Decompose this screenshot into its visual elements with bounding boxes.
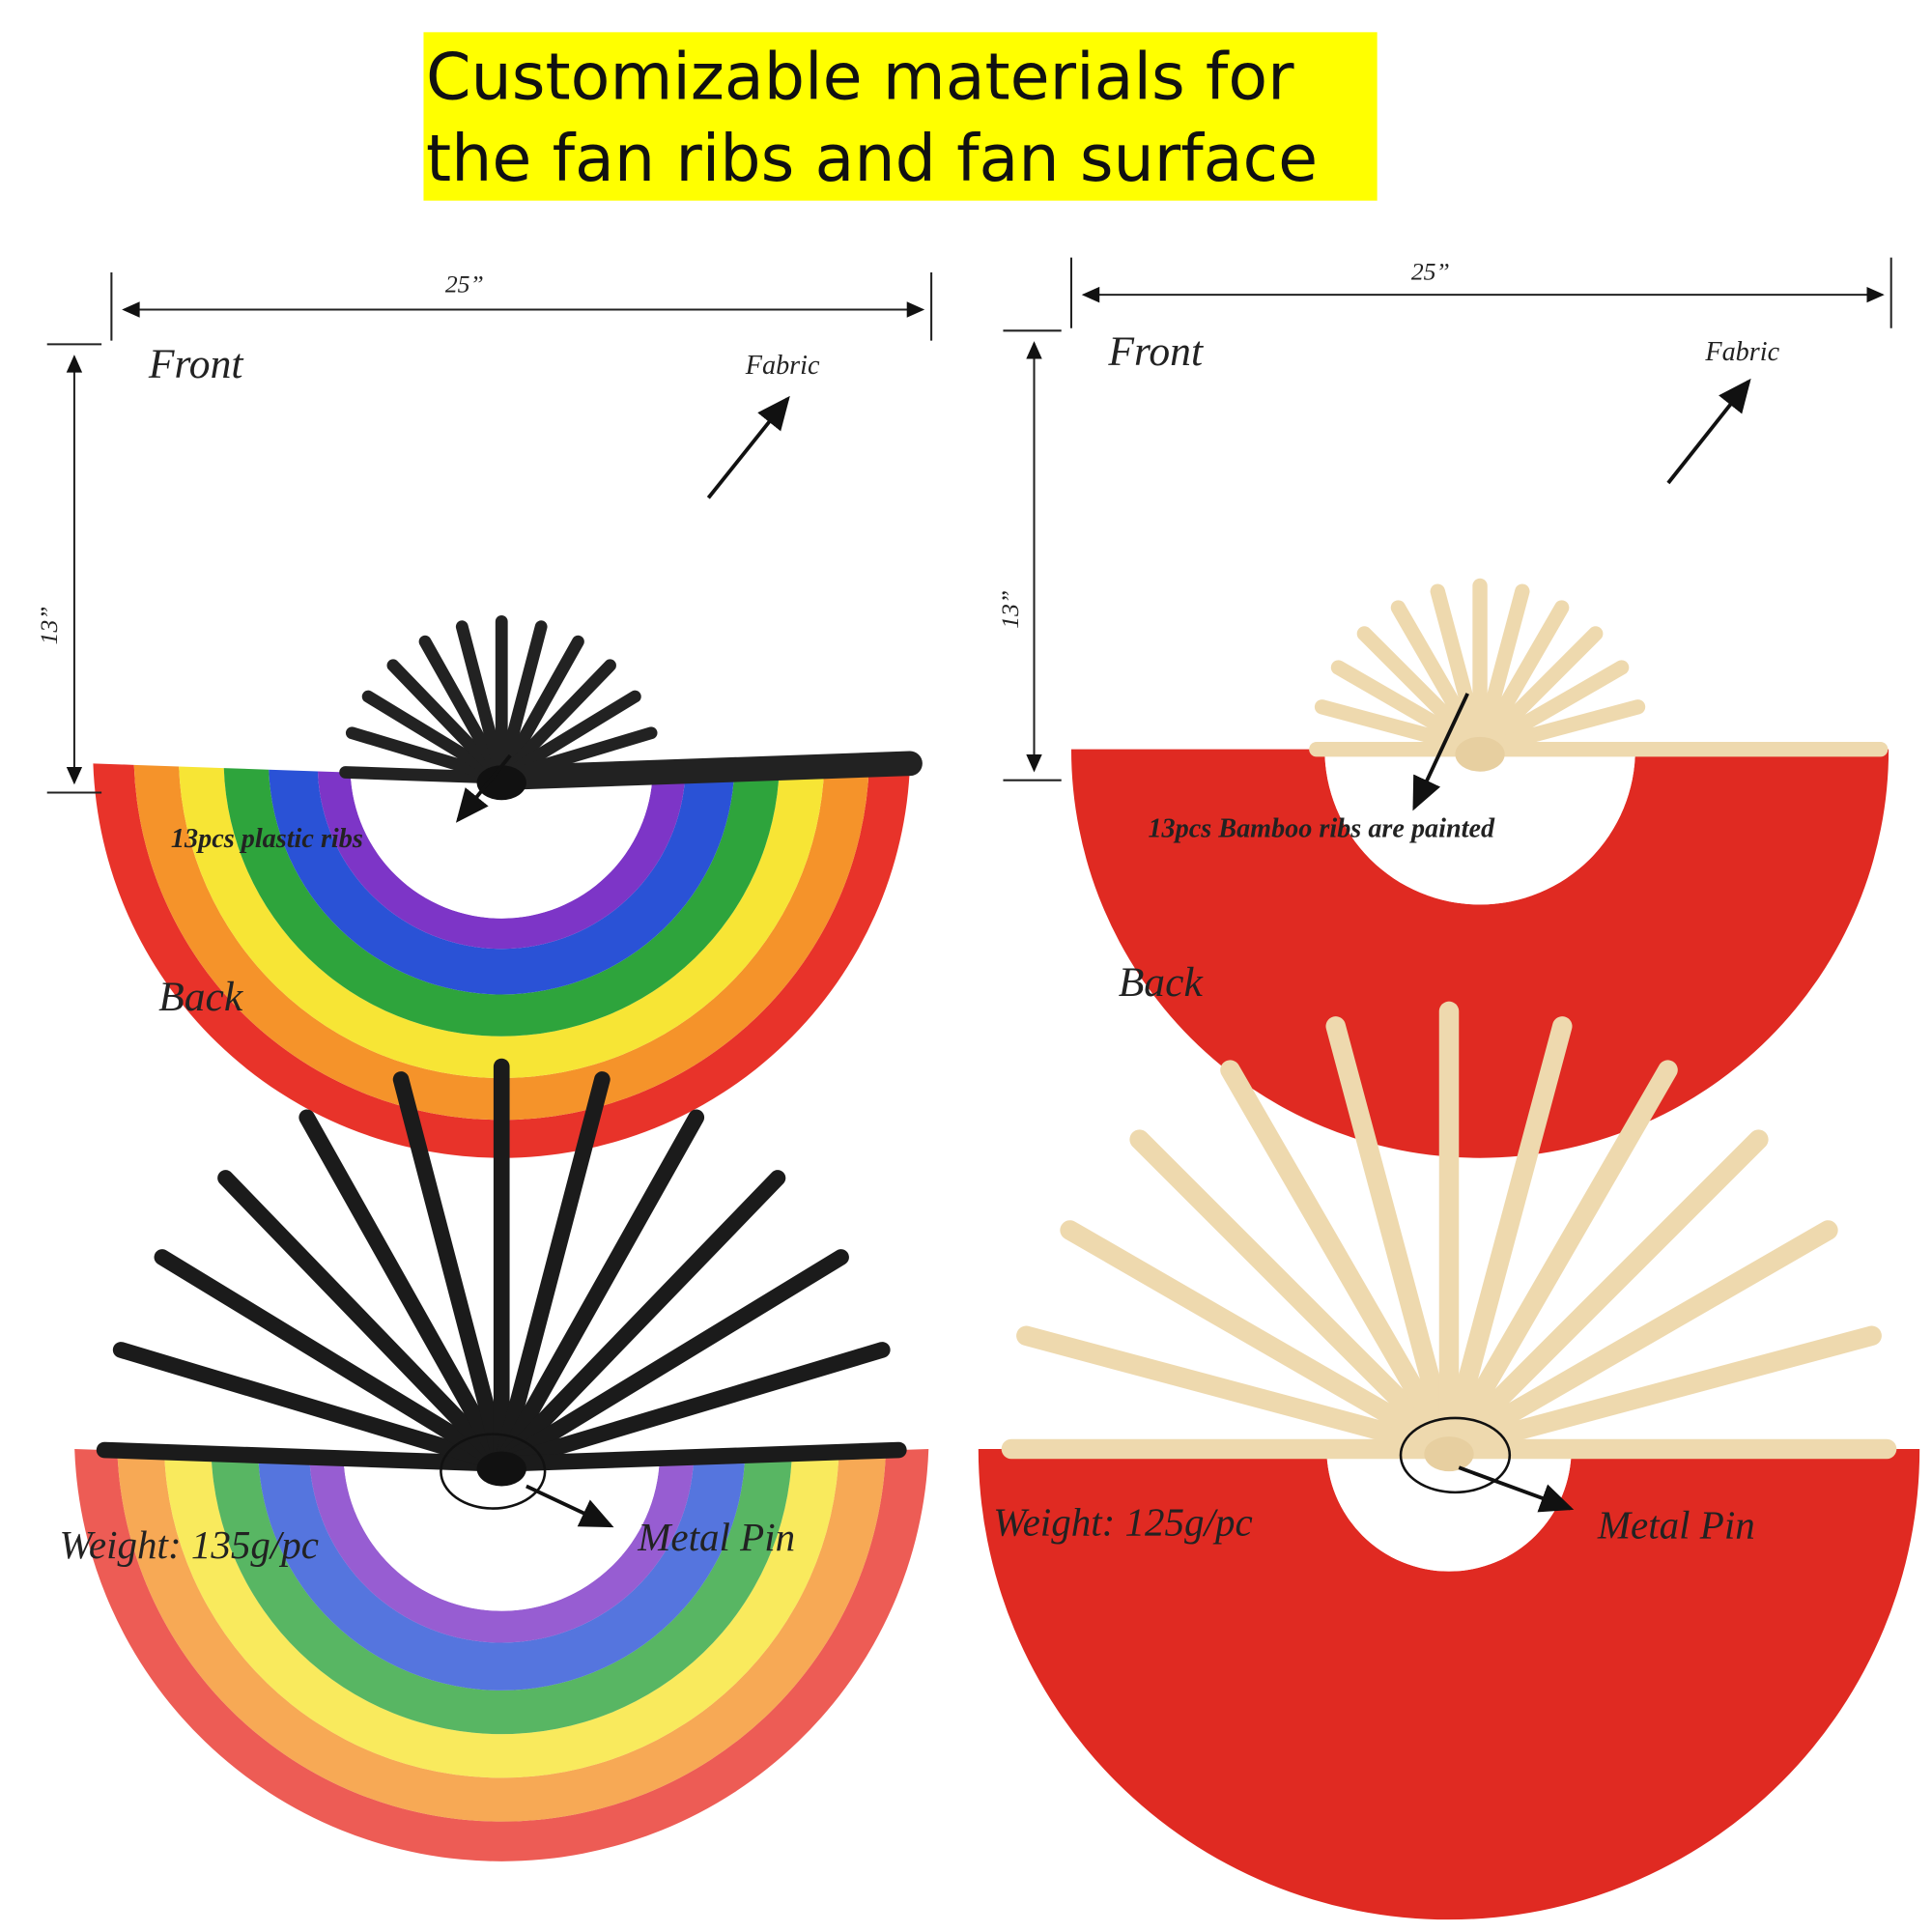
- fan-rib: [1446, 1060, 1678, 1446]
- fan-rib: [1129, 1129, 1449, 1449]
- fan-rib: [503, 659, 616, 776]
- fan-rib: [1390, 600, 1481, 745]
- fan-rib: [1220, 1060, 1452, 1446]
- fan-rib: [501, 635, 584, 774]
- fan-rib: [1060, 1220, 1446, 1452]
- surface-label: Fabric: [745, 351, 820, 381]
- fan-rib: [1314, 699, 1473, 753]
- fan-rib: [498, 620, 548, 773]
- surface-label: Fabric: [1704, 337, 1779, 367]
- fan-rib: [505, 1441, 907, 1472]
- fan-pivot: [476, 1451, 526, 1487]
- fan-rib: [1442, 1016, 1573, 1445]
- fan-rib: [392, 1071, 507, 1461]
- width-label: 25”: [1411, 258, 1450, 286]
- side-label: Front: [1107, 328, 1204, 375]
- fan-band: [350, 772, 653, 919]
- ribs-label: 13pcs Bamboo ribs are painted: [1148, 814, 1495, 844]
- fan-band: [309, 1457, 695, 1643]
- fan-rib: [345, 726, 497, 781]
- fan-rib: [1483, 626, 1604, 747]
- fan-pivot: [476, 765, 526, 801]
- fan-rib: [499, 1109, 705, 1462]
- fan-band: [978, 1449, 1920, 1920]
- fan-rib: [1485, 660, 1630, 750]
- fan-rib: [298, 1109, 504, 1462]
- side-label: Back: [1119, 959, 1204, 1006]
- fan-rib: [1356, 626, 1477, 747]
- fan-band: [343, 1458, 660, 1611]
- fan-pivot: [1455, 736, 1505, 772]
- fan-rib: [1452, 1220, 1838, 1452]
- fan-band: [317, 771, 686, 950]
- fan-rib: [386, 659, 499, 776]
- fan-rib: [418, 635, 502, 774]
- fan-rib: [503, 1249, 849, 1466]
- pin-label: Metal Pin: [637, 1515, 795, 1559]
- fan-rib: [361, 690, 497, 778]
- fan-rib: [1430, 583, 1484, 743]
- dimension-lines: [46, 257, 1892, 794]
- fan-band: [164, 1452, 839, 1778]
- fan-band: [1326, 1449, 1572, 1572]
- fan-rib: [96, 1441, 497, 1472]
- fan-rib: [1487, 699, 1646, 753]
- fan-rib: [1330, 660, 1475, 750]
- fan-rib: [505, 1342, 891, 1469]
- fan-rib: [1325, 1016, 1456, 1445]
- fan-pivot: [1424, 1436, 1474, 1472]
- ribs-label: 13pcs plastic ribs: [171, 824, 363, 854]
- side-label: Back: [158, 974, 243, 1020]
- fan-rib: [455, 620, 505, 773]
- fan-rib: [1476, 583, 1530, 743]
- fan-illustrations: [74, 578, 1920, 1920]
- fan-band: [74, 1448, 929, 1861]
- title-line: Customizable materials for: [426, 40, 1294, 115]
- fan-band: [133, 764, 869, 1121]
- fan-band: [1324, 749, 1635, 905]
- fan-rib: [112, 1342, 498, 1469]
- fan-band: [223, 768, 780, 1037]
- title-line: the fan ribs and fan surface: [426, 121, 1318, 196]
- height-label: 13”: [996, 590, 1024, 629]
- fan-rib: [154, 1249, 499, 1466]
- fan-rib: [1453, 1325, 1882, 1456]
- height-label: 13”: [35, 606, 63, 644]
- fan-band: [117, 1450, 887, 1822]
- fan-band: [258, 1455, 746, 1690]
- fan-rib: [217, 1170, 501, 1463]
- fan-rib: [1480, 600, 1570, 745]
- fan-rib: [339, 766, 496, 784]
- weight-label: Weight: 135g/pc: [60, 1522, 319, 1567]
- side-label: Front: [148, 341, 244, 387]
- weight-label: Weight: 125g/pc: [993, 1500, 1252, 1545]
- fan-rib: [497, 1071, 611, 1461]
- fan-rib: [501, 1170, 786, 1463]
- fan-band: [211, 1453, 792, 1735]
- width-label: 25”: [445, 270, 484, 298]
- pin-label: Metal Pin: [1597, 1502, 1755, 1547]
- fan-band: [179, 766, 825, 1079]
- fan-band: [93, 763, 911, 1158]
- fan-rib: [501, 751, 923, 790]
- fan-band: [1070, 749, 1889, 1158]
- fan-rib: [1016, 1325, 1445, 1456]
- title-highlight: [423, 32, 1378, 201]
- fan-band: [269, 769, 735, 995]
- pointer-arrows: [440, 378, 1751, 1528]
- fan-rib: [505, 690, 641, 778]
- fan-rib: [1449, 1129, 1769, 1449]
